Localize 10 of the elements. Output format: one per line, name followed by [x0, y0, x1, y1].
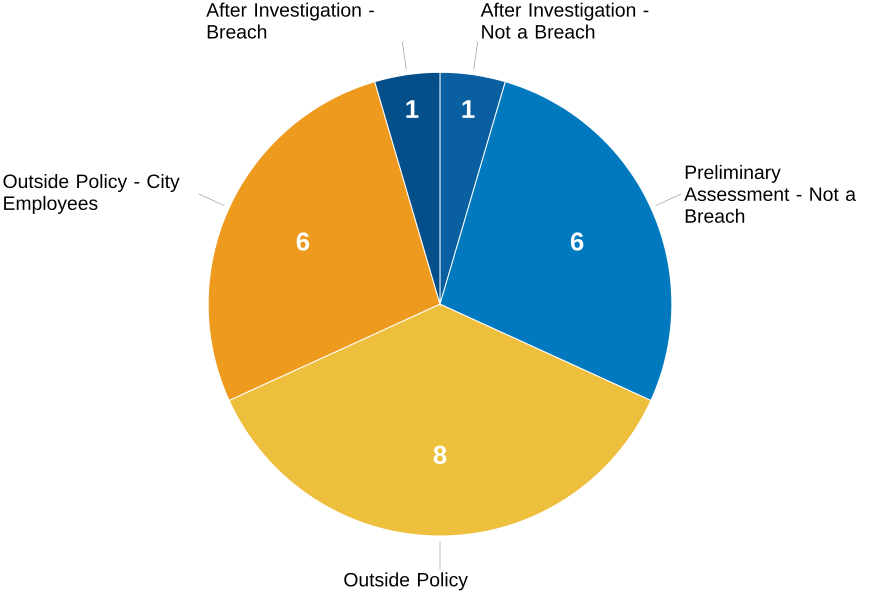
slice-label: Preliminary Assessment - Not a Breach — [684, 164, 856, 223]
slice-label: After Investigation - Not a Breach — [480, 2, 648, 39]
data-label: 6 — [570, 232, 584, 251]
data-label: 1 — [462, 100, 474, 118]
slice-label: Outside Policy - City Employees — [3, 174, 180, 214]
data-label: 8 — [434, 446, 446, 464]
data-label: 1 — [406, 100, 418, 118]
data-label: 6 — [296, 232, 310, 251]
slice-label: Outside Policy — [344, 572, 468, 590]
slice-label: After Investigation - Breach — [206, 2, 374, 39]
